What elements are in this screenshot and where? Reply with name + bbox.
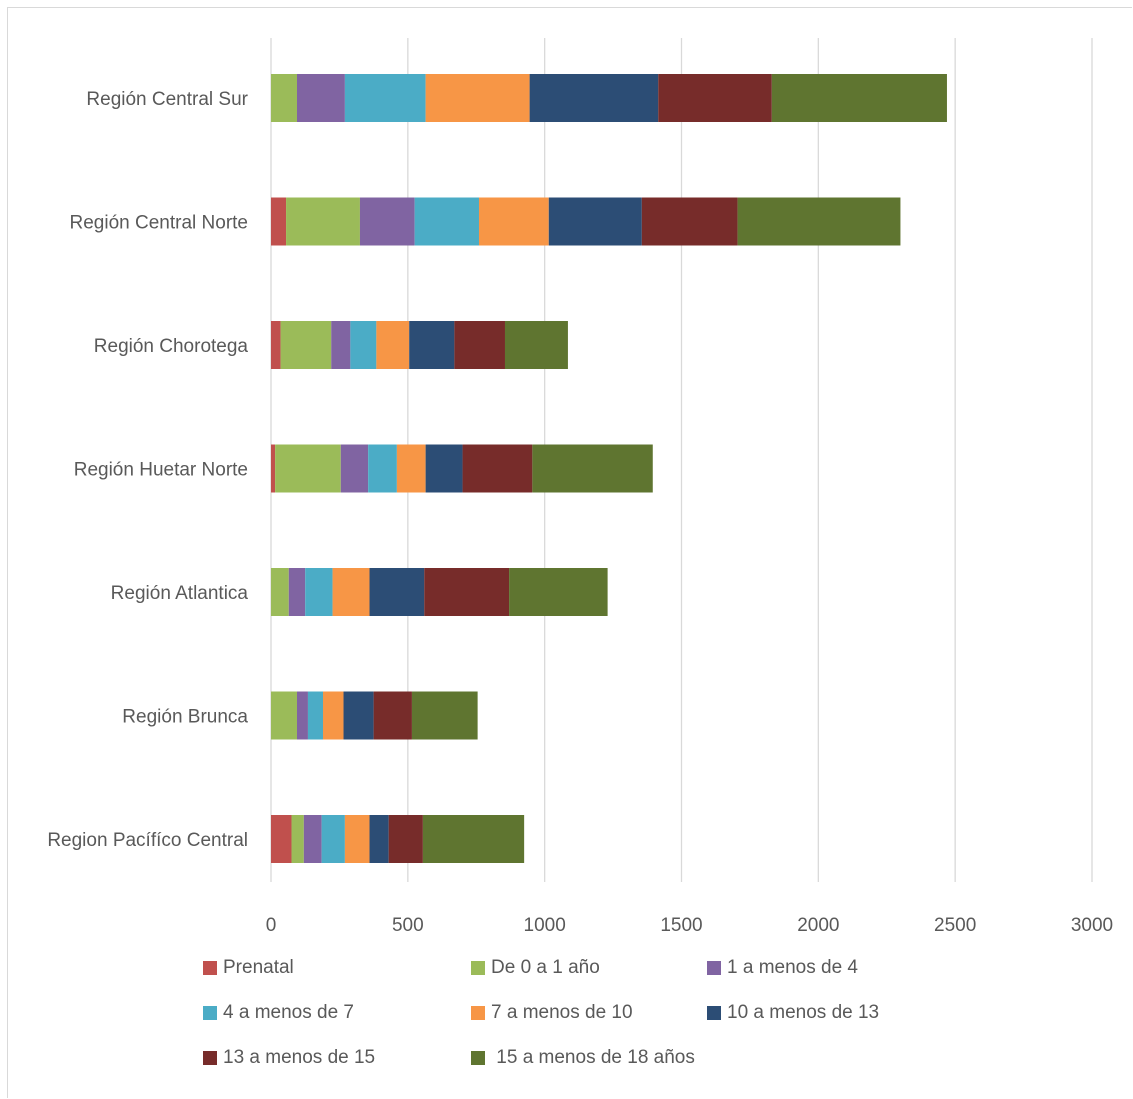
bar-segment [409, 321, 455, 369]
category-label: Región Huetar Norte [74, 460, 248, 481]
bar-segment [344, 815, 370, 863]
bar-segment [286, 197, 360, 246]
bar-segment [658, 74, 772, 122]
bar-segment [424, 568, 510, 616]
bar-segment [504, 321, 568, 369]
bar-segment [350, 321, 377, 369]
bar-segment [425, 74, 530, 122]
bar-segment [369, 815, 389, 863]
bar-segment [321, 815, 345, 863]
bar-segment [332, 568, 370, 616]
bar-segment [296, 74, 345, 122]
bar-segment [368, 444, 397, 493]
bar-segment [271, 197, 287, 246]
chart-frame [7, 7, 1132, 1098]
bar-segment [271, 321, 281, 369]
bar-segment [322, 691, 344, 740]
bar-segment [411, 691, 478, 740]
bar-segment [414, 197, 479, 246]
x-tick-label: 500 [392, 915, 424, 936]
bar-segment [271, 74, 297, 122]
bar-segment [529, 74, 659, 122]
bar-segment [271, 691, 297, 740]
bar-segment [509, 568, 608, 616]
bar-segment [737, 197, 901, 246]
bar-segment [478, 197, 549, 246]
bar-segment [422, 815, 525, 863]
bar-segment [271, 444, 276, 493]
bar-segment [641, 197, 738, 246]
bar-segment [532, 444, 653, 493]
x-tick-label: 1000 [524, 915, 566, 936]
bar-segment [307, 691, 323, 740]
bar-segment [271, 568, 289, 616]
bar-segment [344, 74, 426, 122]
x-tick-label: 3000 [1071, 915, 1113, 936]
bar-segment [396, 444, 426, 493]
bar-segment [771, 74, 947, 122]
bar-segment [359, 197, 415, 246]
bar-segment [376, 321, 410, 369]
bar-segment [303, 815, 322, 863]
bar-segment [275, 444, 341, 493]
bar-segment [296, 691, 308, 740]
category-label: Región Central Norte [70, 213, 248, 234]
bar-segment [271, 815, 292, 863]
bar-segment [425, 444, 463, 493]
bar-segment [280, 321, 332, 369]
bar-segment [369, 568, 425, 616]
bar-segment [288, 568, 306, 616]
bar-segment [462, 444, 533, 493]
category-label: Region Pacífíco Central [47, 830, 248, 851]
bar-segment [388, 815, 423, 863]
x-tick-label: 1500 [660, 915, 702, 936]
bar-segment [340, 444, 369, 493]
x-tick-label: 0 [266, 915, 277, 936]
category-label: Región Central Sur [86, 89, 248, 110]
category-label: Región Atlantica [111, 583, 249, 604]
category-label: Región Chorotega [94, 336, 249, 357]
x-tick-label: 2000 [797, 915, 839, 936]
bar-segment [548, 197, 642, 246]
bar-segment [373, 691, 412, 740]
bar-segment [454, 321, 505, 369]
bar-segment [305, 568, 333, 616]
bar-segment [343, 691, 374, 740]
x-tick-label: 2500 [934, 915, 976, 936]
bar-segment [331, 321, 351, 369]
category-label: Región Brunca [122, 707, 248, 728]
bar-segment [291, 815, 304, 863]
